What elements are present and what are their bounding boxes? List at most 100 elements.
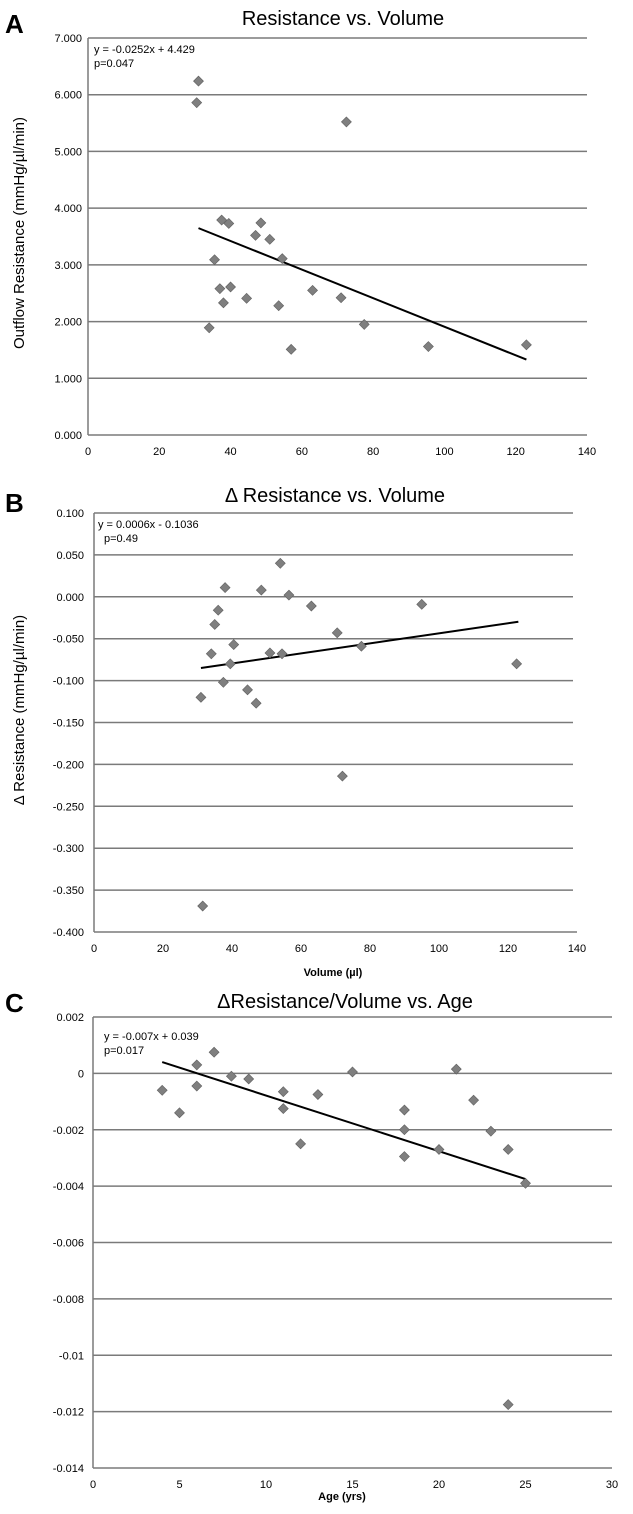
data-point bbox=[295, 1138, 307, 1150]
data-point bbox=[241, 292, 253, 304]
data-point bbox=[242, 684, 253, 696]
data-point bbox=[191, 1080, 203, 1092]
data-point bbox=[219, 582, 231, 594]
data-point bbox=[225, 281, 236, 293]
data-point bbox=[336, 770, 348, 782]
panel-letter-c: C bbox=[5, 988, 24, 1018]
data-point bbox=[212, 604, 224, 616]
y-tick-label: -0.300 bbox=[53, 843, 84, 855]
panel-b-ylabel: Δ Resistance (mmHg/µl/min) bbox=[11, 615, 28, 805]
data-point bbox=[223, 218, 235, 229]
data-point bbox=[502, 1399, 514, 1411]
panel-b: B Δ Resistance vs. Volume 0.100 0.050 0.00… bbox=[5, 485, 586, 979]
x-tick-label: 140 bbox=[578, 446, 596, 458]
y-tick-label: -0.012 bbox=[53, 1407, 84, 1419]
data-point bbox=[191, 97, 203, 109]
panel-b-equation: y = 0.0006x - 0.1036 bbox=[98, 519, 199, 531]
y-tick-label: -0.400 bbox=[53, 927, 84, 939]
data-point bbox=[193, 75, 204, 87]
data-point bbox=[217, 676, 229, 688]
data-point bbox=[520, 339, 532, 351]
data-point bbox=[422, 341, 434, 352]
data-point bbox=[197, 900, 209, 912]
data-point bbox=[283, 589, 295, 601]
panel-c: C ΔResistance/Volume vs. Age 0.002 0 -0.00… bbox=[5, 988, 618, 1503]
y-tick-label: 1.000 bbox=[54, 373, 82, 385]
panel-a-ylabel: Outflow Resistance (mmHg/µl/min) bbox=[11, 117, 28, 349]
data-point bbox=[347, 1066, 358, 1078]
x-tick-label: 5 bbox=[176, 1479, 182, 1491]
x-tick-label: 100 bbox=[435, 446, 453, 458]
data-point bbox=[174, 1107, 185, 1119]
data-point bbox=[216, 214, 228, 226]
data-point bbox=[277, 1103, 289, 1115]
data-point bbox=[250, 229, 261, 241]
data-point bbox=[277, 1086, 289, 1098]
y-tick-label: -0.008 bbox=[53, 1294, 84, 1306]
data-point bbox=[224, 658, 236, 670]
panel-b-pvalue: p=0.49 bbox=[104, 533, 138, 545]
y-tick-label: 3.000 bbox=[54, 260, 82, 272]
data-point bbox=[195, 691, 207, 703]
data-point bbox=[243, 1073, 255, 1085]
x-tick-label: 20 bbox=[433, 1479, 445, 1491]
y-tick-label: -0.200 bbox=[53, 759, 84, 771]
trendline bbox=[161, 1061, 526, 1181]
y-tick-label: 0.002 bbox=[56, 1012, 84, 1024]
data-point bbox=[273, 300, 285, 312]
data-point bbox=[209, 619, 221, 630]
y-tick-label: -0.250 bbox=[53, 801, 84, 813]
y-tick-label: 0.000 bbox=[54, 430, 82, 442]
data-point bbox=[208, 1046, 220, 1058]
x-tick-label: 140 bbox=[568, 943, 586, 955]
data-point bbox=[355, 640, 367, 652]
data-point bbox=[218, 297, 229, 309]
data-point bbox=[468, 1094, 480, 1106]
y-tick-label: 5.000 bbox=[54, 146, 82, 158]
x-tick-label: 40 bbox=[224, 446, 236, 458]
y-tick-label: -0.100 bbox=[53, 676, 84, 688]
data-point bbox=[209, 254, 220, 266]
y-tick-label: 2.000 bbox=[54, 317, 82, 329]
panel-b-title: Δ Resistance vs. Volume bbox=[225, 485, 445, 507]
data-point bbox=[285, 343, 297, 355]
panel-a: A Resistance vs. Volume 0.000 1.000 2.000 3… bbox=[5, 8, 596, 458]
panel-a-equation: y = -0.0252x + 4.429 bbox=[94, 44, 195, 56]
data-point bbox=[485, 1125, 497, 1137]
y-tick-label: -0.004 bbox=[53, 1181, 84, 1193]
data-point bbox=[416, 598, 428, 610]
x-tick-label: 10 bbox=[260, 1479, 272, 1491]
y-tick-label: 0 bbox=[78, 1068, 84, 1080]
data-point bbox=[398, 1151, 410, 1162]
data-point bbox=[358, 318, 370, 330]
x-tick-label: 20 bbox=[157, 943, 169, 955]
data-point bbox=[264, 233, 276, 245]
data-point bbox=[433, 1144, 445, 1155]
data-point bbox=[250, 697, 262, 709]
x-tick-label: 15 bbox=[346, 1479, 358, 1491]
panel-c-xlabel: Age (yrs) bbox=[318, 1491, 366, 1503]
x-tick-label: 80 bbox=[367, 446, 379, 458]
x-tick-label: 120 bbox=[499, 943, 517, 955]
y-tick-label: 4.000 bbox=[54, 203, 82, 215]
data-point bbox=[264, 647, 276, 659]
data-point bbox=[305, 600, 317, 612]
y-tick-label: 0.000 bbox=[56, 592, 84, 604]
panel-b-xlabel: Volume (µl) bbox=[304, 967, 363, 979]
y-tick-label: -0.002 bbox=[53, 1125, 84, 1137]
x-tick-label: 0 bbox=[90, 1479, 96, 1491]
y-tick-label: -0.014 bbox=[53, 1463, 84, 1475]
trendline bbox=[198, 227, 527, 361]
data-point bbox=[255, 584, 267, 596]
x-tick-label: 60 bbox=[296, 446, 308, 458]
x-tick-label: 40 bbox=[226, 943, 238, 955]
data-point bbox=[331, 627, 343, 639]
data-point bbox=[520, 1177, 531, 1189]
data-point bbox=[502, 1144, 514, 1155]
data-point bbox=[398, 1124, 410, 1136]
data-point bbox=[191, 1059, 203, 1071]
x-tick-label: 0 bbox=[85, 446, 91, 458]
x-tick-label: 100 bbox=[430, 943, 448, 955]
data-point bbox=[156, 1084, 168, 1096]
